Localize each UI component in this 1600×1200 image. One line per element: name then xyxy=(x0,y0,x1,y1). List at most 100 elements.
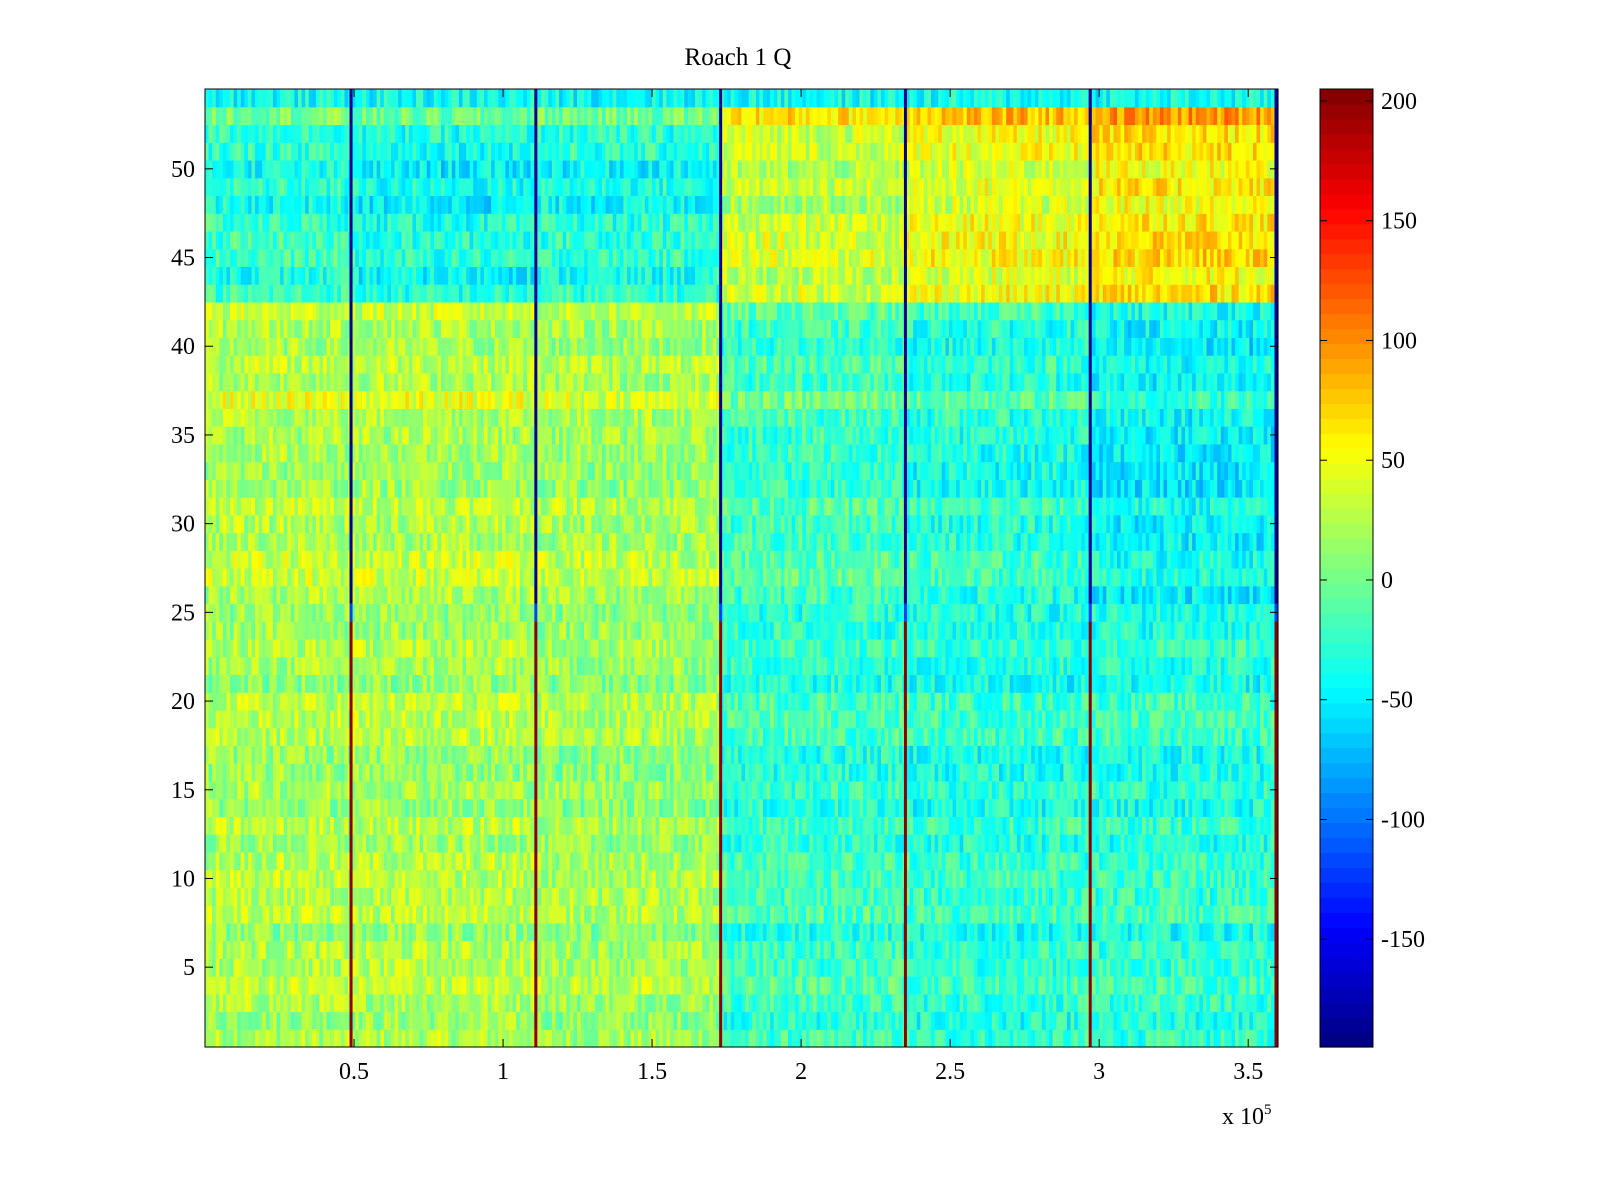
heatmap-cell xyxy=(630,1011,635,1030)
heatmap-cell xyxy=(623,745,628,764)
heatmap-cell xyxy=(609,905,614,924)
heatmap-cell xyxy=(530,887,535,906)
heatmap-cell xyxy=(294,887,299,906)
heatmap-cell xyxy=(340,745,346,764)
heatmap-cell xyxy=(659,869,664,888)
heatmap-cell xyxy=(687,780,693,800)
heatmap-cell xyxy=(1084,1011,1090,1030)
heatmap-cell xyxy=(655,798,660,817)
heatmap-cell xyxy=(952,1029,957,1048)
heatmap-cell xyxy=(494,922,499,942)
heatmap-cell xyxy=(752,851,757,871)
heatmap-cell xyxy=(602,887,607,906)
heatmap-cell xyxy=(1263,816,1268,835)
heatmap-cell xyxy=(1149,993,1154,1013)
heatmap-cell xyxy=(1127,1029,1132,1048)
heatmap-cell xyxy=(276,780,281,800)
heatmap-cell xyxy=(637,976,642,995)
heatmap-cell xyxy=(365,745,371,764)
heatmap-cell xyxy=(1220,1029,1225,1048)
heatmap-cell xyxy=(727,1029,732,1048)
heatmap-cell xyxy=(891,1029,896,1048)
heatmap-cell xyxy=(1235,834,1240,853)
heatmap-cell xyxy=(673,887,678,906)
heatmap-cell xyxy=(315,798,321,817)
heatmap-cell xyxy=(920,816,925,835)
heatmap-cell xyxy=(555,905,560,924)
heatmap-cell xyxy=(501,905,507,924)
heatmap-cell xyxy=(537,887,542,906)
heatmap-cell xyxy=(959,780,964,800)
heatmap-cell xyxy=(576,958,582,977)
heatmap-cell xyxy=(838,1029,843,1048)
heatmap-cell xyxy=(330,958,335,977)
heatmap-cell xyxy=(230,834,235,853)
heatmap-cell xyxy=(287,922,292,942)
heatmap-cell xyxy=(1134,1029,1140,1048)
heatmap-cell xyxy=(841,745,846,764)
heatmap-cell xyxy=(1106,922,1111,942)
heatmap-cell xyxy=(970,905,975,924)
heatmap-cell xyxy=(1231,834,1236,853)
heatmap-cell xyxy=(619,1011,625,1030)
heatmap-cell xyxy=(698,869,703,888)
heatmap-cell xyxy=(512,816,517,835)
heatmap-cell xyxy=(423,816,428,835)
heatmap-cell xyxy=(1213,763,1218,782)
heatmap-cell xyxy=(1202,798,1208,817)
heatmap-cell xyxy=(1009,851,1014,871)
heatmap-cell xyxy=(927,851,932,871)
heatmap-cell xyxy=(745,763,750,782)
heatmap-cell xyxy=(1195,887,1200,906)
heatmap-cell xyxy=(297,905,303,924)
heatmap-cell xyxy=(730,745,735,764)
heatmap-cell xyxy=(365,1029,371,1048)
heatmap-cell xyxy=(880,763,886,782)
heatmap-cell xyxy=(1188,780,1193,800)
heatmap-cell xyxy=(1131,940,1136,959)
heatmap-cell xyxy=(487,922,492,942)
heatmap-cell xyxy=(891,745,896,764)
heatmap-cell xyxy=(376,1011,381,1030)
heatmap-cell xyxy=(272,993,278,1013)
heatmap-cell xyxy=(1174,851,1179,871)
heatmap-cell xyxy=(813,922,818,942)
heatmap-cell xyxy=(616,887,621,906)
heatmap-cell xyxy=(1270,1011,1276,1030)
heatmap-cell xyxy=(244,798,249,817)
heatmap-cell xyxy=(544,851,549,871)
heatmap-cell xyxy=(988,993,993,1013)
heatmap-cell xyxy=(466,763,471,782)
heatmap-cell xyxy=(973,993,979,1013)
heatmap-cell xyxy=(1231,922,1236,942)
heatmap-cell xyxy=(594,780,600,800)
heatmap-cell xyxy=(390,869,396,888)
heatmap-cell xyxy=(212,922,217,942)
heatmap-cell xyxy=(305,1029,310,1048)
heatmap-cell xyxy=(255,1011,260,1030)
heatmap-cell xyxy=(884,922,889,942)
heatmap-cell xyxy=(1227,905,1233,924)
heatmap-cell xyxy=(741,869,746,888)
heatmap-cell xyxy=(677,993,682,1013)
heatmap-cell xyxy=(1084,780,1090,800)
heatmap-cell xyxy=(677,816,682,835)
heatmap-cell xyxy=(230,798,235,817)
heatmap-cell xyxy=(784,1029,789,1048)
heatmap-cell xyxy=(805,922,811,942)
heatmap-cell xyxy=(451,816,456,835)
heatmap-cell xyxy=(630,834,635,853)
heatmap-cell xyxy=(537,958,542,977)
heatmap-cell xyxy=(737,745,743,764)
heatmap-cell xyxy=(405,834,410,853)
heatmap-cell xyxy=(301,869,306,888)
heatmap-cell xyxy=(587,1011,592,1030)
heatmap-cell xyxy=(931,922,936,942)
heatmap-cell xyxy=(444,887,449,906)
heatmap-cell xyxy=(1249,798,1254,817)
heatmap-cell xyxy=(795,834,800,853)
heatmap-cell xyxy=(222,887,228,906)
heatmap-cell xyxy=(709,851,714,871)
heatmap-cell xyxy=(637,1011,642,1030)
heatmap-cell xyxy=(405,958,410,977)
